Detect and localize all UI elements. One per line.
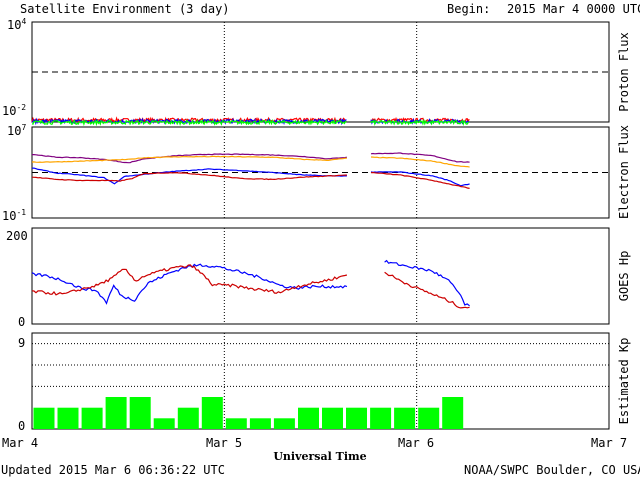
kp-bar xyxy=(249,418,271,429)
proton-flux-label: Proton Flux xyxy=(617,32,631,111)
kp-bar xyxy=(394,407,416,429)
begin-label: Begin: xyxy=(447,2,490,16)
electron-ytick-top: 107 xyxy=(7,123,26,138)
kp-bar xyxy=(322,407,343,429)
kp-bar xyxy=(177,407,199,429)
electron-series-0-segment-1 xyxy=(370,152,470,163)
electron-series-1-segment-1 xyxy=(370,156,470,168)
series-layer xyxy=(31,116,470,429)
kp-bar xyxy=(57,407,79,429)
goes-hp-series-0-segment-1 xyxy=(384,259,470,307)
electron-flux-label: Electron Flux xyxy=(617,125,631,219)
x-axis-title: Universal Time xyxy=(273,450,366,463)
kp-bar xyxy=(33,407,55,429)
proton-series-2-segment-0 xyxy=(31,118,347,127)
kp-bar xyxy=(81,407,103,429)
electron-ytick-bottom: 10-1 xyxy=(2,208,26,223)
electron-series-2-segment-0 xyxy=(31,167,347,185)
kp-bar xyxy=(298,407,319,429)
kp-bar xyxy=(153,418,175,429)
proton-ytick-top: 104 xyxy=(7,17,26,32)
hp-panel-frame xyxy=(31,227,610,325)
begin-value: 2015 Mar 4 0000 UTC xyxy=(507,2,640,16)
estimated-kp-label: Estimated Kp xyxy=(617,338,631,425)
updated-timestamp: Updated 2015 Mar 6 06:36:22 UTC xyxy=(1,463,225,477)
kp-bar xyxy=(370,407,392,429)
kp-bar xyxy=(129,397,151,429)
credit-line: NOAA/SWPC Boulder, CO USA xyxy=(464,463,640,477)
goes-hp-series-0-segment-0 xyxy=(31,263,348,305)
electron-series-3-segment-0 xyxy=(31,171,347,182)
kp-bar xyxy=(201,397,223,429)
electron-series-0-segment-0 xyxy=(32,153,348,164)
kp-bar xyxy=(346,407,367,429)
proton-ytick-bottom: 10-2 xyxy=(2,103,26,118)
hp-ytick-top: 200 xyxy=(6,229,28,243)
kp-bar xyxy=(418,407,440,429)
xtick-mar7: Mar 7 xyxy=(591,436,627,450)
kp-bar xyxy=(273,418,295,429)
kp-ytick-bottom: 0 xyxy=(18,419,25,433)
kp-ytick-top: 9 xyxy=(18,336,25,350)
xtick-mar5: Mar 5 xyxy=(206,436,242,450)
goes-hp-series-1-segment-1 xyxy=(384,271,470,309)
electron-series-2-segment-1 xyxy=(370,171,470,187)
electron-series-1-segment-0 xyxy=(31,155,347,163)
goes-hp-series-1-segment-0 xyxy=(31,264,348,296)
hp-ytick-bottom: 0 xyxy=(18,315,25,329)
xtick-mar4: Mar 4 xyxy=(2,436,38,450)
kp-bar xyxy=(442,397,464,429)
goes-hp-label: GOES Hp xyxy=(617,251,631,302)
electron-series-3-segment-1 xyxy=(370,171,470,189)
kp-bar xyxy=(105,397,127,429)
kp-bar xyxy=(225,418,247,429)
chart-title: Satellite Environment (3 day) xyxy=(20,2,230,16)
xtick-mar6: Mar 6 xyxy=(398,436,434,450)
proton-series-2-segment-1 xyxy=(370,118,470,127)
grid-layer xyxy=(32,22,609,429)
